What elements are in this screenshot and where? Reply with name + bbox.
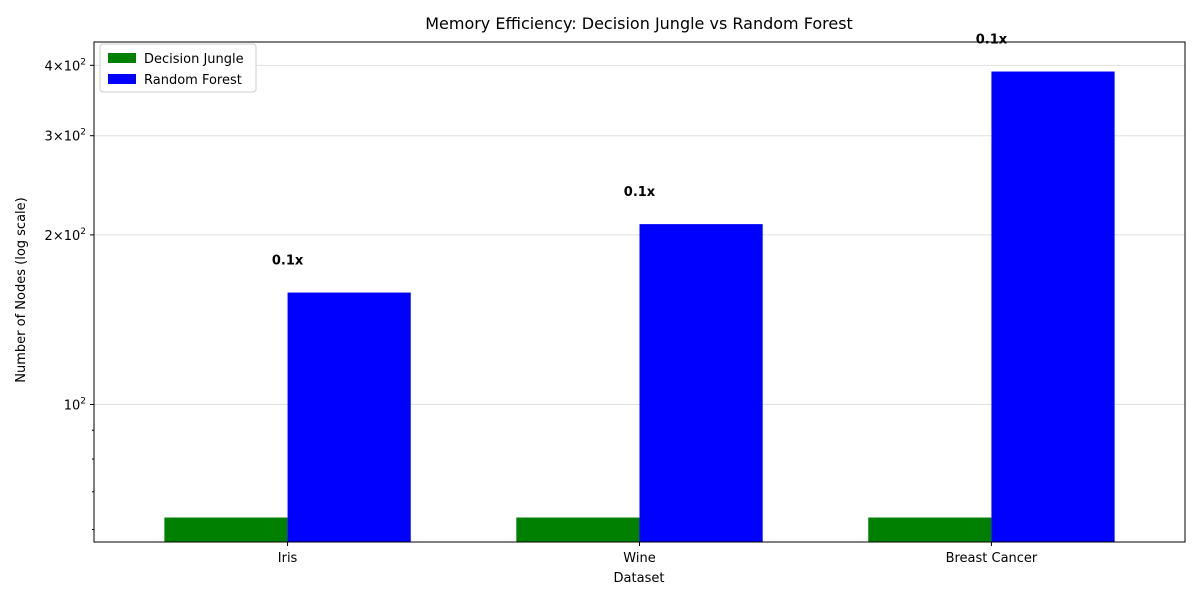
bar-random-forest xyxy=(287,292,411,542)
bar-random-forest xyxy=(639,224,763,542)
legend-swatch xyxy=(108,74,136,84)
annotation-layer: 0.1x 0.1x 0.1x xyxy=(272,33,1008,269)
legend-label: Decision Jungle xyxy=(144,52,244,67)
bar-annotation: 0.1x xyxy=(272,254,304,269)
chart-title: Memory Efficiency: Decision Jungle vs Ra… xyxy=(425,14,853,33)
bar-decision-jungle xyxy=(868,517,992,542)
x-axis-title: Dataset xyxy=(614,571,665,586)
y-axis: 102 2×102 3×102 4×102 xyxy=(45,57,94,530)
x-tick-label: Iris xyxy=(278,551,298,566)
bar-annotation: 0.1x xyxy=(976,33,1008,48)
x-axis: Iris Wine Breast Cancer xyxy=(278,542,1038,566)
y-tick-label: 3×102 xyxy=(45,128,86,145)
x-tick-label: Wine xyxy=(623,551,655,566)
legend-label: Random Forest xyxy=(144,73,242,88)
bars-layer xyxy=(164,71,1115,543)
bar-decision-jungle xyxy=(516,517,640,542)
y-tick-label: 4×102 xyxy=(45,57,86,74)
bar-annotation: 0.1x xyxy=(624,185,656,200)
y-axis-title: Number of Nodes (log scale) xyxy=(14,197,29,382)
x-tick-label: Breast Cancer xyxy=(946,551,1038,566)
legend-swatch xyxy=(108,53,136,63)
legend: Decision Jungle Random Forest xyxy=(99,43,257,93)
y-tick-label: 102 xyxy=(64,396,86,413)
legend-box xyxy=(99,43,257,93)
bar-decision-jungle xyxy=(164,517,288,542)
y-tick-label: 2×102 xyxy=(45,227,86,244)
bar-random-forest xyxy=(991,71,1115,543)
